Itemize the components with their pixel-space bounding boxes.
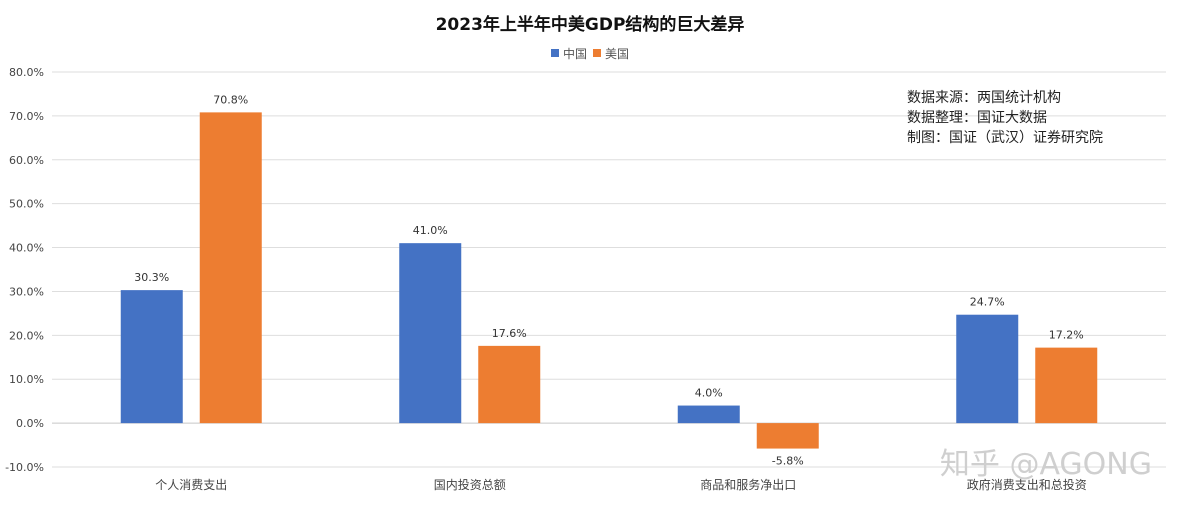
y-tick-label: 20.0% (9, 329, 44, 342)
annotation-box: 数据来源：两国统计机构 数据整理：国证大数据 制图：国证（武汉）证券研究院 (907, 90, 1103, 146)
made-by-note: 制图：国证（武汉）证券研究院 (907, 130, 1103, 146)
legend-swatch (593, 49, 601, 57)
watermark: 知乎 @AGONG (940, 447, 1152, 482)
y-tick-label: 40.0% (9, 242, 44, 255)
x-axis: 个人消费支出 国内投资总额 商品和服务净出口 政府消费支出和总投资 (155, 477, 1087, 492)
data-labels: 30.3% 70.8% 41.0% 17.6% 4.0% -5.8% 24.7% 17.2% (134, 93, 1083, 467)
y-tick-label: 50.0% (9, 198, 44, 211)
bar-usa (478, 345, 541, 424)
y-tick-label: -10.0% (5, 461, 44, 474)
y-axis: -10.0% 0.0% 10.0% 20.0% 30.0% 40.0% 50.0% 60.0%… (5, 66, 44, 474)
x-category-label: 商品和服务净出口 (700, 477, 796, 492)
legend-label: 中国 (563, 46, 587, 61)
y-tick-label: 10.0% (9, 373, 44, 386)
data-label: 4.0% (695, 387, 723, 400)
data-label: 30.3% (134, 271, 169, 284)
bar-china (677, 405, 740, 424)
bar-usa (1035, 347, 1098, 424)
bar-china (120, 290, 183, 424)
y-tick-label: 30.0% (9, 285, 44, 298)
bar-china (956, 314, 1019, 424)
data-label: 24.7% (970, 296, 1005, 309)
legend-label: 美国 (605, 47, 629, 61)
y-tick-label: 60.0% (9, 154, 44, 167)
chart-title: 2023年上半年中美GDP结构的巨大差异 (436, 14, 745, 35)
source-note: 数据来源：两国统计机构 (907, 90, 1061, 106)
bars (120, 112, 1098, 449)
legend: 中国 美国 (551, 46, 629, 61)
bar-usa (199, 112, 262, 424)
x-category-label: 个人消费支出 (155, 478, 227, 492)
x-category-label: 政府消费支出和总投资 (967, 477, 1087, 492)
y-tick-label: 80.0% (9, 66, 44, 79)
data-label: 17.6% (492, 327, 527, 340)
data-label: -5.8% (772, 455, 804, 468)
data-label: 70.8% (213, 93, 248, 106)
y-tick-label: 0.0% (16, 417, 44, 430)
bar-usa (756, 423, 819, 449)
legend-swatch (551, 49, 559, 57)
bar-china (399, 243, 462, 424)
y-tick-label: 70.0% (9, 110, 44, 123)
x-category-label: 国内投资总额 (434, 477, 506, 492)
data-label: 41.0% (413, 224, 448, 237)
data-label: 17.2% (1049, 329, 1084, 342)
compiled-note: 数据整理：国证大数据 (907, 110, 1047, 126)
